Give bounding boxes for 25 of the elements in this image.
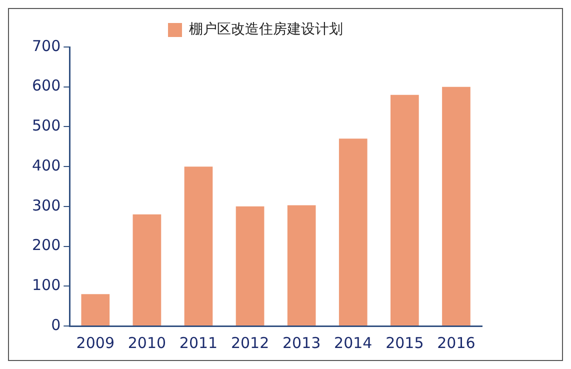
y-tick-label: 400	[32, 156, 61, 174]
x-tick-label: 2016	[437, 334, 476, 352]
x-tick-label: 2010	[128, 334, 166, 352]
x-tick-label: 2014	[334, 334, 372, 352]
y-tick-label: 500	[32, 116, 61, 135]
y-tick-label: 100	[32, 276, 61, 294]
y-tick-label: 300	[32, 196, 61, 214]
bar	[184, 166, 213, 326]
bar	[390, 94, 419, 326]
bar	[287, 205, 316, 326]
y-tick-label: 700	[32, 36, 61, 55]
x-tick-label: 2011	[179, 334, 218, 352]
x-tick-label: 2009	[76, 334, 114, 352]
x-tick-label: 2015	[386, 334, 424, 352]
x-tick-label: 2013	[282, 334, 321, 352]
x-tick-label: 2012	[230, 334, 270, 352]
y-tick-label: 200	[32, 236, 61, 254]
bar	[132, 214, 162, 326]
bar	[81, 294, 110, 326]
bar	[236, 206, 264, 326]
bar	[442, 86, 470, 326]
legend-label: 棚户区改造住房建设计划	[189, 22, 343, 38]
y-tick-label: 600	[32, 76, 61, 95]
y-tick-label: 0	[51, 316, 61, 334]
bar	[338, 138, 368, 326]
